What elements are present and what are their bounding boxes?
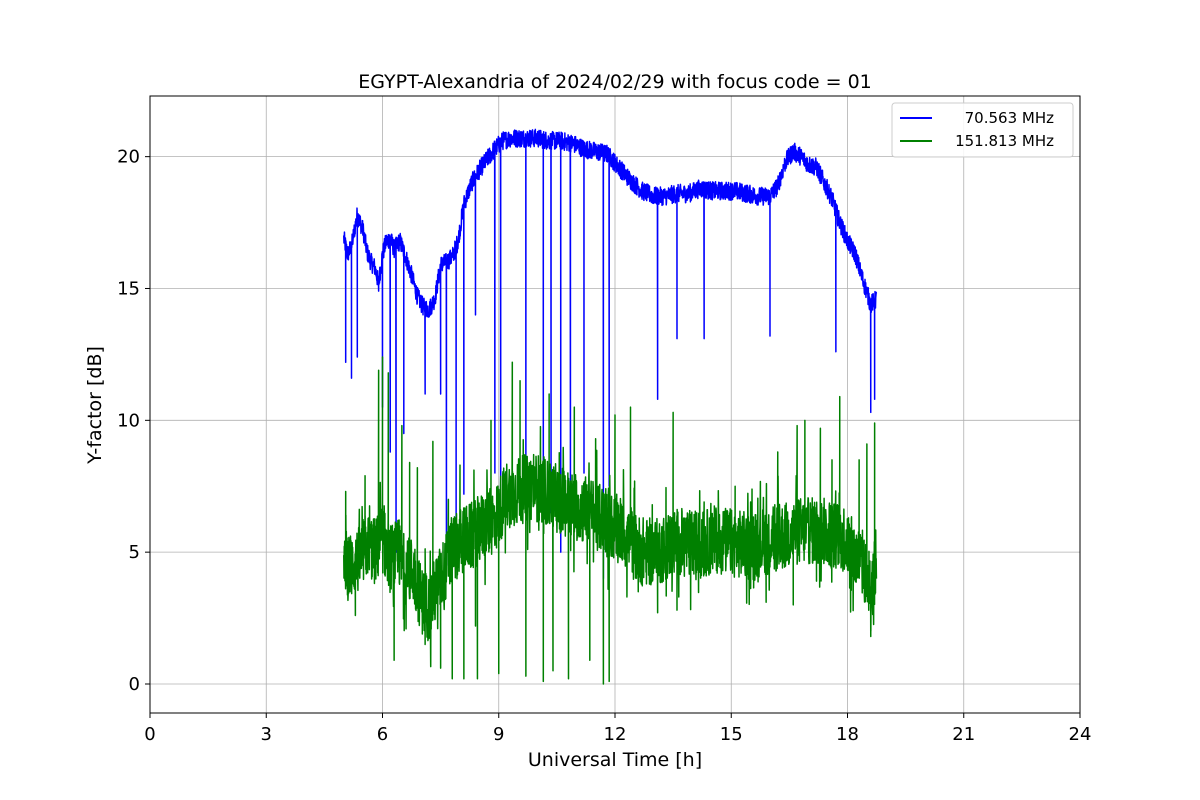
x-tick-label: 18 bbox=[836, 724, 859, 745]
y-tick-label: 20 bbox=[117, 147, 140, 168]
y-tick-label: 15 bbox=[117, 278, 140, 299]
x-tick-label: 12 bbox=[604, 724, 627, 745]
tick-layer: 0 3 6 9 12 15 18 21 24 0 5 10 15 20 bbox=[117, 147, 1091, 745]
x-tick-label: 24 bbox=[1069, 724, 1092, 745]
legend-label: 151.813 MHz bbox=[955, 132, 1054, 150]
x-tick-label: 6 bbox=[377, 724, 388, 745]
series-line bbox=[343, 356, 878, 685]
y-tick-label: 5 bbox=[129, 542, 140, 563]
x-tick-label: 3 bbox=[261, 724, 272, 745]
series-1 bbox=[343, 128, 878, 580]
legend: 70.563 MHz 151.813 MHz bbox=[891, 102, 1074, 158]
y-axis-label: Y-factor [dB] bbox=[84, 346, 106, 465]
series-line bbox=[343, 128, 878, 580]
legend-label: 70.563 MHz bbox=[965, 109, 1054, 127]
y-tick-label: 10 bbox=[117, 410, 140, 431]
x-tick-label: 21 bbox=[952, 724, 975, 745]
series-layer bbox=[343, 128, 878, 685]
legend-frame bbox=[891, 102, 1074, 158]
y-tick-label: 0 bbox=[129, 674, 140, 695]
x-tick-label: 9 bbox=[493, 724, 504, 745]
series-2 bbox=[343, 356, 878, 685]
chart-title: EGYPT-Alexandria of 2024/02/29 with focu… bbox=[358, 71, 872, 93]
x-tick-label: 15 bbox=[720, 724, 743, 745]
x-axis-label: Universal Time [h] bbox=[528, 749, 702, 771]
grid-layer bbox=[149, 96, 1081, 713]
x-tick-label: 0 bbox=[144, 724, 155, 745]
